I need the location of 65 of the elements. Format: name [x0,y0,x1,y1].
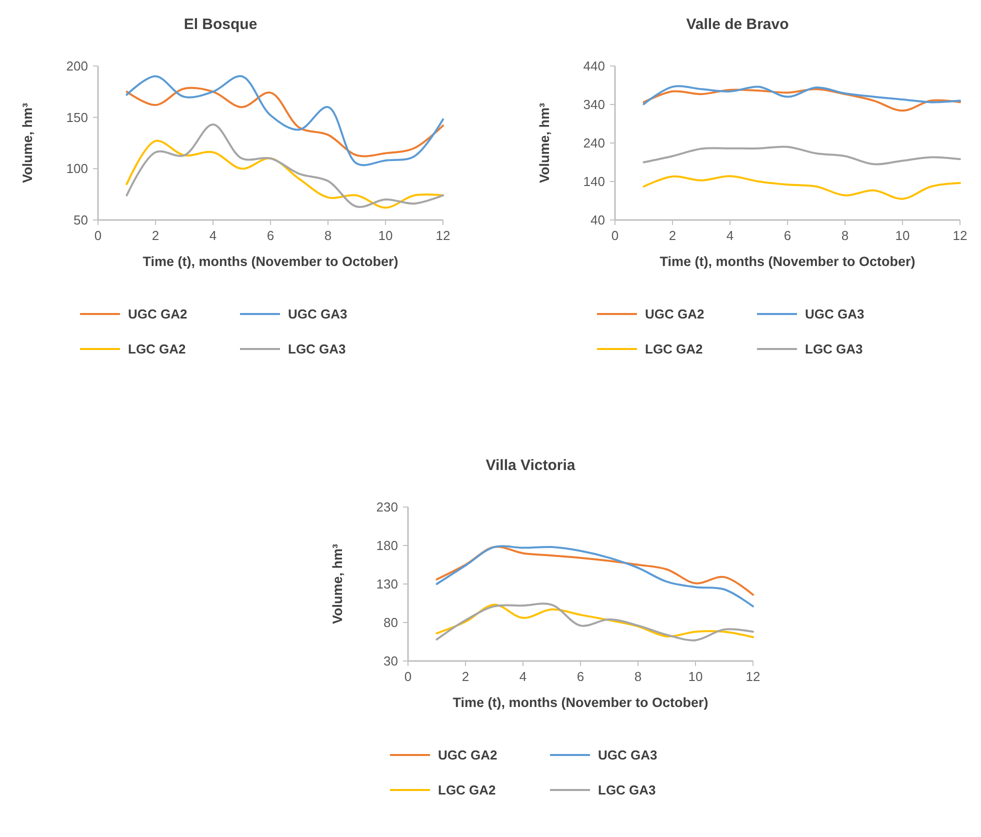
x-tick-label: 2 [152,228,160,243]
x-tick-label: 4 [209,228,217,243]
y-tick-label: 30 [384,654,398,669]
chart-title: El Bosque [184,16,258,33]
x-tick-label: 6 [784,228,792,243]
y-tick-label: 230 [376,500,398,515]
legend-label: UGC GA2 [645,306,704,322]
line-series [436,545,754,608]
line-series [126,140,444,209]
x-tick-label: 4 [726,228,734,243]
y-axis-title: Volume, hm³ [330,544,345,624]
x-tick-label: 8 [634,669,642,684]
y-tick-label: 100 [66,161,88,176]
y-tick-label: 140 [583,174,605,190]
legend-label: LGC GA3 [805,342,863,357]
line-series [642,175,961,200]
x-tick-label: 0 [404,669,412,684]
line-series [642,88,961,112]
x-tick-label: 10 [895,228,910,243]
x-tick-label: 10 [378,228,393,243]
legend-label: LGC GA3 [288,342,346,357]
x-tick-label: 4 [519,669,527,684]
legend-label: LGC GA2 [645,342,703,357]
x-tick-label: 10 [688,669,703,684]
y-tick-label: 130 [376,576,398,592]
x-tick-label: 12 [952,228,968,243]
x-axis-title: Time (t), months (November to October) [142,254,398,269]
x-tick-label: 8 [324,228,332,243]
x-tick-label: 2 [668,228,676,243]
x-axis-title: Time (t), months (November to October) [660,254,916,269]
line-series [642,85,961,106]
line-series [126,124,444,208]
legend-label: UGC GA3 [288,306,348,322]
x-axis-title: Time (t), months (November to October) [452,695,708,710]
legend-label: LGC GA3 [598,782,656,798]
legend-label: UGC GA3 [598,748,658,763]
y-tick-label: 200 [66,58,88,74]
x-tick-label: 6 [266,228,274,243]
y-tick-label: 40 [590,212,605,228]
y-axis-title: Volume, hm³ [537,102,552,184]
x-tick-label: 0 [94,228,102,243]
x-tick-label: 8 [841,228,849,243]
x-tick-label: 6 [576,669,584,684]
chart-title: Villa Victoria [486,457,576,474]
y-tick-label: 80 [384,615,398,630]
x-tick-label: 2 [462,669,470,684]
y-tick-label: 340 [583,97,605,112]
x-tick-label: 0 [611,228,619,243]
x-tick-label: 12 [746,669,760,684]
y-tick-label: 240 [583,136,605,151]
y-tick-label: 440 [583,58,605,74]
x-tick-label: 12 [436,228,450,243]
legend-label: UGC GA2 [438,748,498,763]
y-tick-label: 50 [74,212,88,228]
legend-label: UGC GA3 [805,306,864,322]
legend-label: LGC GA2 [128,342,186,357]
legend-label: UGC GA2 [128,306,188,322]
y-axis-title: Volume, hm³ [20,102,35,184]
line-series [436,546,754,596]
y-tick-label: 180 [376,538,398,554]
y-tick-label: 150 [66,110,88,125]
line-series [126,86,444,158]
legend-label: LGC GA2 [438,782,496,798]
chart-title: Valle de Bravo [686,16,789,33]
line-series [642,146,961,166]
